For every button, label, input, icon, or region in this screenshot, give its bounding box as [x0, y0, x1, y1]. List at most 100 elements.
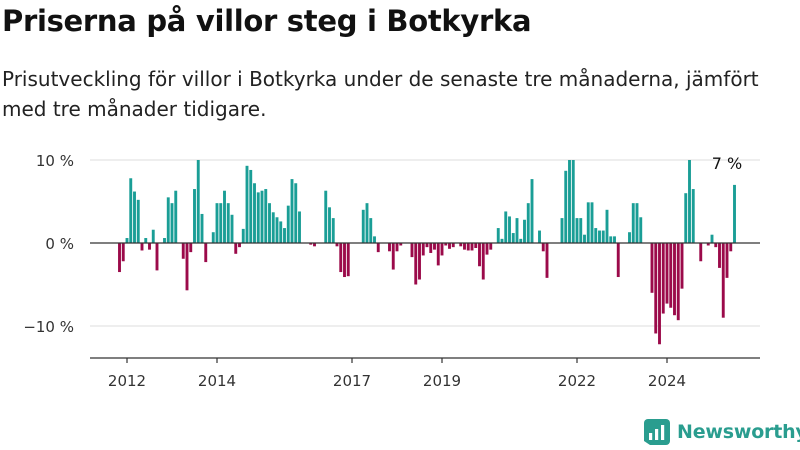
- bar: [399, 243, 403, 246]
- y-tick-label: 10 %: [36, 152, 74, 170]
- bar: [590, 202, 594, 243]
- bar: [155, 243, 159, 271]
- bar: [568, 160, 571, 243]
- gridlines: [90, 159, 760, 327]
- bar: [260, 190, 264, 243]
- bar: [515, 218, 519, 243]
- bar: [369, 218, 373, 243]
- x-tick-label: 2012: [108, 372, 146, 390]
- bar: [478, 243, 481, 267]
- bar: [691, 189, 695, 243]
- bar: [298, 211, 301, 243]
- bar: [440, 243, 444, 256]
- bar: [174, 190, 178, 243]
- bar: [605, 209, 609, 243]
- bar: [669, 243, 673, 308]
- chart-title: Priserna på villor steg i Botkyrka: [2, 4, 532, 38]
- bar: [628, 232, 631, 243]
- bar: [654, 243, 658, 334]
- bar: [215, 203, 219, 243]
- bar: [283, 228, 286, 243]
- bar: [133, 191, 136, 243]
- bar: [564, 170, 568, 243]
- x-tick-label: 2017: [333, 372, 371, 390]
- bar: [433, 243, 436, 250]
- bar: [676, 243, 680, 321]
- bar: [688, 160, 691, 243]
- bar: [118, 243, 121, 273]
- brand-name: Newsworthy: [677, 421, 800, 443]
- bar: [470, 243, 474, 251]
- bar: [129, 178, 133, 243]
- bar: [196, 160, 200, 243]
- bar: [699, 243, 703, 262]
- bar: [541, 243, 545, 252]
- bar: [481, 243, 485, 280]
- bar: [170, 203, 174, 243]
- bar: [601, 230, 605, 243]
- bar: [328, 207, 331, 243]
- bar: [189, 243, 193, 253]
- bar: [496, 228, 500, 243]
- bar-chart: 10 % 0 % −10 % 2012 2014 2017 2019 2022 2024 7 …: [23, 152, 760, 390]
- x-tick-label: 2019: [423, 372, 461, 390]
- bar: [313, 243, 316, 247]
- bar: [631, 203, 635, 243]
- bar: [234, 243, 238, 254]
- bar: [718, 243, 721, 268]
- newsworthy-logo: Newsworthy: [644, 419, 800, 445]
- bar: [721, 243, 725, 318]
- bar: [526, 203, 530, 243]
- bar: [163, 238, 166, 243]
- bar: [376, 243, 380, 253]
- bar: [335, 243, 339, 247]
- bar: [125, 238, 129, 243]
- bar: [421, 243, 425, 256]
- bar: [673, 243, 676, 316]
- bar: [181, 243, 185, 259]
- bar: [733, 184, 736, 243]
- y-tick-label: −10 %: [23, 318, 74, 336]
- bar: [418, 243, 421, 280]
- bar: [121, 243, 125, 262]
- bar: [436, 243, 440, 266]
- bar: [264, 189, 268, 243]
- bar: [286, 205, 290, 243]
- x-tick-label: 2024: [648, 372, 686, 390]
- bar: [560, 218, 564, 243]
- bar: [324, 190, 328, 243]
- bar: [219, 203, 223, 243]
- bar: [519, 238, 523, 243]
- bar: [661, 243, 665, 314]
- bar: [586, 202, 590, 243]
- bar: [706, 243, 710, 246]
- bar: [388, 243, 391, 252]
- bar: [523, 219, 526, 243]
- bar: [444, 243, 448, 246]
- bar: [635, 203, 639, 243]
- bar: [136, 199, 140, 243]
- bar: [148, 243, 151, 250]
- bar: [309, 243, 313, 245]
- bar: [609, 236, 613, 243]
- bar: [230, 214, 234, 243]
- bar: [144, 238, 148, 243]
- x-tick-label: 2022: [558, 372, 596, 390]
- bar: [504, 211, 508, 243]
- bar: [211, 232, 215, 243]
- bar: [151, 229, 155, 243]
- bar: [249, 169, 253, 243]
- bar: [451, 243, 455, 248]
- bar: [594, 228, 598, 243]
- latest-value-label: 7 %: [712, 154, 742, 173]
- bar: [598, 230, 601, 243]
- bar: [684, 193, 688, 243]
- bar: [290, 179, 294, 243]
- bar: [448, 243, 451, 249]
- bar: [500, 238, 504, 243]
- bar: [331, 218, 335, 243]
- bar: [410, 243, 414, 258]
- bar: [391, 243, 395, 270]
- bar: [485, 243, 489, 255]
- bar: [343, 243, 346, 278]
